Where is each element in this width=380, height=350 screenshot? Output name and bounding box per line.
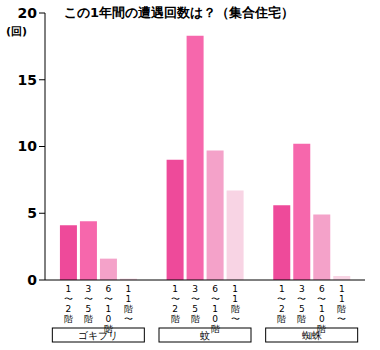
svg-text:0: 0 [27, 272, 37, 288]
svg-text:1〜2階: 1〜2階 [64, 284, 73, 324]
svg-text:5: 5 [27, 205, 37, 221]
svg-text:蚊: 蚊 [200, 330, 210, 341]
svg-text:6〜10階: 6〜10階 [211, 284, 220, 334]
svg-text:蜘蛛: 蜘蛛 [301, 330, 322, 341]
svg-text:15: 15 [18, 72, 37, 88]
svg-text:11階〜: 11階〜 [124, 284, 133, 324]
svg-text:6〜10階: 6〜10階 [317, 284, 326, 334]
html-text:(回): (回) [6, 25, 28, 38]
svg-text:6〜10階: 6〜10階 [104, 284, 113, 334]
svg-text:10: 10 [18, 138, 38, 154]
svg-text:11階〜: 11階〜 [337, 284, 346, 324]
svg-text:ゴキブリ: ゴキブリ [78, 330, 119, 341]
svg-text:3〜5階: 3〜5階 [297, 284, 306, 324]
svg-text:1〜2階: 1〜2階 [277, 284, 286, 324]
svg-text:3〜5階: 3〜5階 [84, 284, 93, 324]
svg-text:3〜5階: 3〜5階 [191, 284, 200, 324]
html-text:この1年間の遭遇回数は？（集合住宅）: この1年間の遭遇回数は？（集合住宅） [64, 5, 294, 20]
svg-text:11階〜: 11階〜 [231, 284, 240, 324]
svg-text:20: 20 [18, 5, 38, 21]
svg-text:1〜2階: 1〜2階 [171, 284, 180, 324]
